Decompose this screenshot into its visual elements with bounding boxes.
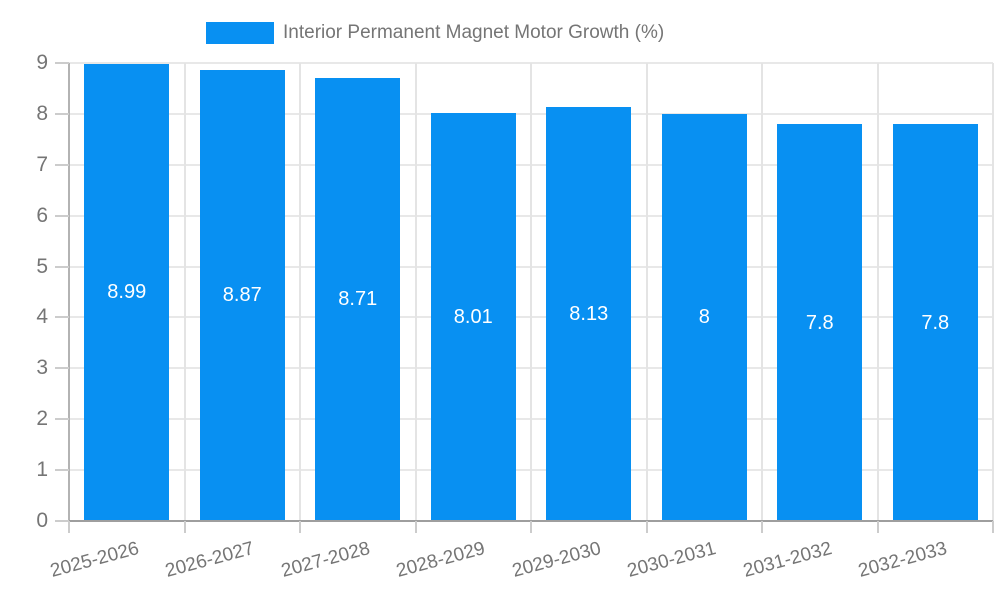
y-axis-tick [55, 316, 69, 319]
x-axis-tick [761, 521, 763, 533]
x-axis-tick [183, 521, 186, 533]
y-axis-tick [55, 418, 69, 421]
y-axis-label: 7 [36, 152, 48, 176]
y-axis-label: 0 [36, 509, 48, 532]
y-axis-tick [55, 520, 69, 522]
x-axis-tick [645, 521, 648, 533]
vertical-gridline [183, 63, 186, 521]
y-axis-label: 6 [36, 203, 48, 227]
bar[interactable] [892, 124, 978, 521]
y-axis-label: 9 [36, 51, 48, 74]
x-axis-tick [876, 521, 879, 533]
legend: Interior Permanent Magnet Motor Growth (… [206, 22, 664, 44]
y-axis-tick [55, 367, 69, 370]
bar[interactable] [546, 107, 632, 521]
bar[interactable] [315, 77, 401, 521]
y-axis-label: 1 [36, 458, 48, 482]
y-axis-tick [55, 469, 69, 472]
legend-label: Interior Permanent Magnet Motor Growth (… [283, 22, 665, 43]
y-axis-tick [55, 163, 69, 166]
bar[interactable] [84, 63, 170, 521]
bar[interactable] [199, 69, 285, 521]
legend-swatch [206, 22, 274, 44]
bar[interactable] [661, 113, 747, 521]
vertical-gridline [876, 63, 879, 521]
vertical-gridline [414, 63, 417, 521]
x-axis-label: 2030-2031 [625, 538, 719, 582]
x-axis-tick [414, 521, 417, 533]
vertical-gridline [299, 63, 301, 521]
y-axis-tick [55, 265, 69, 268]
x-axis-label: 2028-2029 [394, 538, 488, 582]
y-axis-label: 2 [36, 407, 48, 431]
x-axis-tick [68, 521, 70, 533]
vertical-gridline [530, 63, 532, 521]
vertical-gridline [645, 63, 648, 521]
x-axis-label: 2026-2027 [163, 538, 257, 582]
x-axis-label: 2027-2028 [278, 538, 373, 582]
vertical-gridline [761, 63, 763, 521]
x-axis-tick [530, 521, 532, 533]
x-axis-tick [992, 521, 994, 533]
y-axis-label: 4 [36, 305, 48, 329]
y-axis-label: 5 [36, 254, 48, 278]
vertical-gridline [992, 63, 994, 521]
x-axis-label: 2032-2033 [856, 538, 950, 582]
y-axis-line [68, 63, 70, 533]
x-axis-tick [299, 521, 301, 533]
x-axis-label: 2025-2026 [47, 538, 142, 582]
y-axis-label: 8 [36, 101, 48, 125]
bar[interactable] [430, 113, 516, 521]
y-axis-tick [55, 112, 69, 115]
y-axis-tick [55, 62, 69, 64]
x-axis-label: 2031-2032 [740, 538, 835, 582]
y-axis-tick [55, 214, 69, 217]
x-axis-label: 2029-2030 [509, 538, 604, 582]
y-axis-label: 3 [36, 356, 48, 380]
bar[interactable] [777, 124, 863, 521]
